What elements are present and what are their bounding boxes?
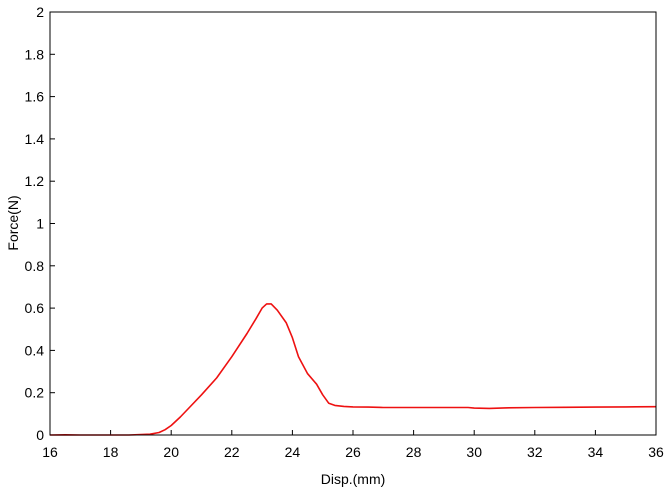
x-tick-label: 24 <box>285 444 301 460</box>
x-tick-label: 18 <box>103 444 119 460</box>
plot-frame <box>49 11 657 436</box>
y-tick-label: 1.8 <box>25 46 45 62</box>
x-axis-title: Disp.(mm) <box>321 471 386 487</box>
x-tick-label: 28 <box>406 444 422 460</box>
x-tick-label: 26 <box>345 444 361 460</box>
y-tick-label: 0.4 <box>25 342 45 358</box>
x-tick-label: 22 <box>224 444 240 460</box>
y-tick-label: 0.8 <box>25 258 45 274</box>
x-tick-label: 36 <box>648 444 664 460</box>
y-tick-label: 2 <box>36 4 44 20</box>
y-tick-label: 0 <box>36 427 44 443</box>
y-tick-label: 1.2 <box>25 173 45 189</box>
x-tick-label: 16 <box>42 444 58 460</box>
y-tick-label: 1 <box>36 216 44 232</box>
x-tick-label: 30 <box>466 444 482 460</box>
y-axis-title: Force(N) <box>5 195 21 250</box>
force-displacement-line <box>49 303 657 436</box>
y-tick-label: 1.4 <box>25 131 45 147</box>
y-tick-label: 0.6 <box>25 300 45 316</box>
x-tick-label: 32 <box>527 444 543 460</box>
x-axis-ticks: 16 18 20 22 24 26 28 30 32 34 36 <box>42 430 664 460</box>
y-tick-label: 0.2 <box>25 385 45 401</box>
y-tick-label: 1.6 <box>25 89 45 105</box>
x-tick-label: 20 <box>163 444 179 460</box>
x-tick-label: 34 <box>588 444 604 460</box>
y-axis-ticks: 0 0.2 0.4 0.6 0.8 1 1.2 1.4 1.6 1.8 2 <box>25 4 55 443</box>
